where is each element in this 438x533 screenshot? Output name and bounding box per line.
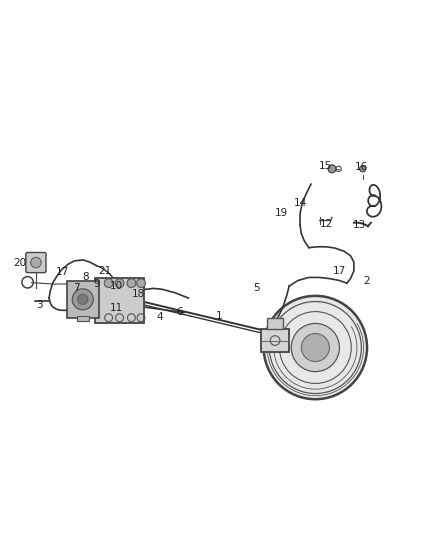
FancyBboxPatch shape <box>261 329 289 352</box>
Circle shape <box>31 257 41 268</box>
Circle shape <box>78 294 88 304</box>
Text: 12: 12 <box>320 219 333 229</box>
Circle shape <box>291 324 339 372</box>
Text: 2: 2 <box>363 276 370 286</box>
Text: 20: 20 <box>14 258 27 268</box>
Text: 15: 15 <box>318 161 332 171</box>
Text: 19: 19 <box>275 208 288 218</box>
Text: 6: 6 <box>176 306 183 317</box>
Text: 3: 3 <box>36 300 43 310</box>
Circle shape <box>72 289 93 310</box>
Text: 8: 8 <box>82 272 89 282</box>
Text: 11: 11 <box>110 303 123 313</box>
Text: 14: 14 <box>293 198 307 208</box>
Circle shape <box>301 334 329 361</box>
Text: 18: 18 <box>131 289 145 298</box>
Circle shape <box>328 165 336 173</box>
FancyBboxPatch shape <box>26 253 46 273</box>
Text: 1: 1 <box>215 311 223 320</box>
Circle shape <box>127 279 136 287</box>
FancyBboxPatch shape <box>67 280 99 318</box>
Circle shape <box>104 279 113 287</box>
Text: 4: 4 <box>156 312 163 322</box>
FancyBboxPatch shape <box>95 278 144 322</box>
Circle shape <box>137 279 145 287</box>
FancyBboxPatch shape <box>77 316 89 321</box>
Text: 7: 7 <box>73 282 80 293</box>
Text: 16: 16 <box>355 161 368 172</box>
Text: 17: 17 <box>56 266 69 277</box>
Circle shape <box>360 166 366 172</box>
Text: 9: 9 <box>93 279 100 289</box>
FancyBboxPatch shape <box>267 318 283 329</box>
Circle shape <box>115 279 124 287</box>
Text: 10: 10 <box>110 281 123 291</box>
Text: 13: 13 <box>353 220 366 230</box>
Circle shape <box>264 296 367 399</box>
Text: 17: 17 <box>333 266 346 276</box>
Text: 21: 21 <box>99 266 112 276</box>
Text: 5: 5 <box>253 282 260 293</box>
